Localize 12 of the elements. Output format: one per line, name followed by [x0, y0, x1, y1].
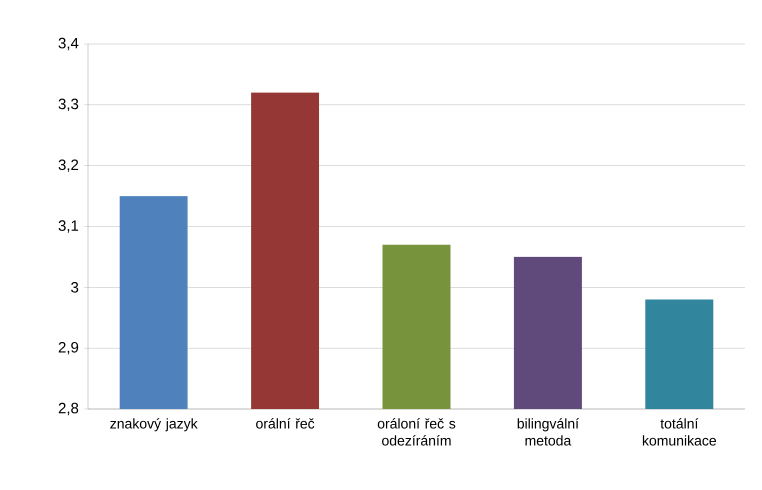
y-tick-label: 2,8: [58, 402, 78, 416]
y-tick-label: 3,1: [58, 220, 78, 233]
y-tick-label: 2,9: [58, 342, 78, 354]
x-tick-label: totální komunikace: [642, 418, 716, 446]
y-tick-label: 3,2: [58, 159, 78, 172]
x-tick-label: bilingvální metoda: [518, 418, 579, 446]
y-tick-label: 3,3: [58, 98, 78, 112]
y-tick-label: 3: [71, 282, 78, 293]
y-tick-label: 3,4: [58, 38, 78, 50]
x-tick-label: orální řeč: [256, 418, 314, 429]
x-tick-label: oráloní řeč s odezíráním: [378, 418, 456, 446]
x-tick-label: znakový jazyk: [110, 418, 198, 432]
